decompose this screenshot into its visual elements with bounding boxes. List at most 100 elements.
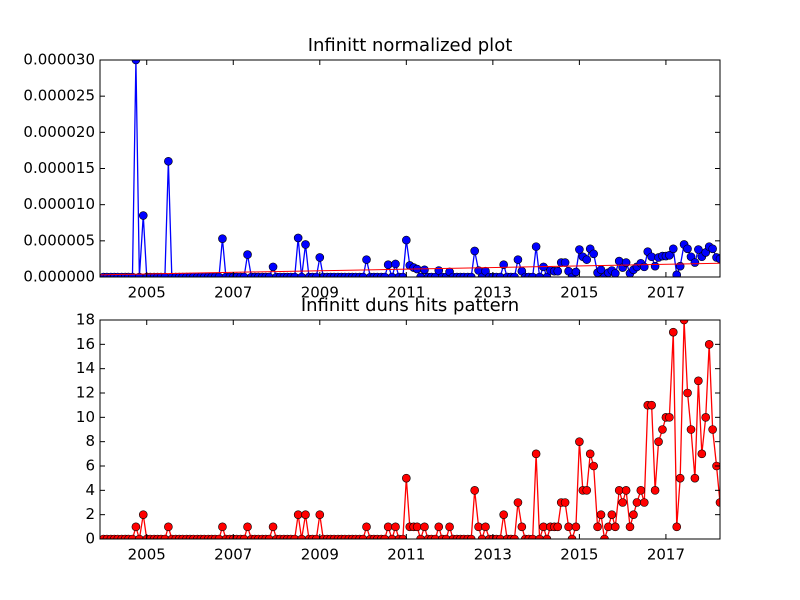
data-point	[636, 486, 646, 495]
data-point	[416, 272, 425, 277]
data-point	[665, 413, 674, 422]
data-point	[672, 270, 682, 277]
y-tick-label: 18	[76, 311, 95, 329]
data-point	[517, 522, 527, 532]
data-point	[380, 272, 389, 277]
data-point	[243, 522, 252, 532]
data-point	[553, 522, 563, 532]
data-point	[402, 473, 411, 483]
data-point	[639, 498, 649, 507]
data-point	[301, 240, 310, 249]
y-tick-label: 0	[85, 530, 95, 548]
y-tick-label: 16	[76, 335, 95, 353]
data-point	[264, 272, 274, 277]
data-point	[290, 272, 299, 277]
data-point	[293, 510, 303, 519]
data-point	[618, 498, 627, 507]
data-point	[647, 400, 656, 410]
axes-frame	[99, 319, 721, 540]
data-point	[553, 266, 563, 276]
data-point	[690, 473, 700, 483]
data-point	[513, 255, 523, 264]
data-point	[625, 522, 635, 532]
y-tick-label: 6	[85, 457, 95, 475]
data-point	[704, 340, 714, 349]
data-point	[239, 272, 249, 277]
data-point	[293, 233, 303, 243]
data-point	[495, 534, 505, 539]
data-point	[571, 522, 581, 532]
data-point	[585, 449, 595, 459]
data-point	[416, 534, 425, 539]
data-point	[675, 261, 685, 271]
data-point	[639, 262, 649, 272]
data-point	[632, 498, 642, 507]
y-tick-label: 0.000000	[23, 268, 95, 286]
data-point	[297, 272, 306, 277]
data-point	[528, 272, 537, 277]
data-point	[391, 259, 400, 269]
data-point	[441, 534, 451, 539]
data-point	[686, 425, 696, 434]
data-point	[571, 267, 581, 277]
data-point	[387, 534, 397, 539]
chart-title: Infinitt normalized plot	[308, 35, 513, 56]
data-point	[575, 245, 584, 254]
data-point	[668, 244, 678, 254]
data-point	[531, 242, 541, 251]
data-point	[398, 272, 408, 277]
x-tick-label: 2015	[560, 284, 598, 302]
x-tick-label: 2013	[474, 284, 512, 302]
data-point	[362, 522, 371, 532]
data-point	[445, 522, 454, 532]
data-point	[481, 522, 490, 532]
data-point	[420, 265, 429, 275]
y-tick-label: 0.000020	[23, 123, 95, 141]
data-point	[362, 255, 371, 264]
data-point	[596, 510, 606, 519]
data-point	[600, 534, 609, 539]
data-point	[560, 258, 570, 267]
data-point	[380, 534, 389, 539]
data-point	[128, 534, 137, 539]
data-point	[358, 272, 368, 277]
data-point	[675, 473, 685, 483]
x-tick-label: 2009	[301, 284, 339, 302]
x-tick-label: 2011	[387, 546, 425, 564]
data-point	[412, 522, 422, 532]
data-point	[610, 522, 620, 532]
data-point	[715, 254, 720, 264]
data-point	[513, 498, 523, 507]
y-tick-label: 0.000015	[23, 159, 95, 177]
data-point	[402, 235, 411, 245]
data-point	[470, 246, 479, 256]
data-point	[510, 272, 519, 277]
data-point	[668, 327, 678, 337]
data-point	[495, 272, 505, 277]
data-point	[672, 522, 682, 532]
data-point	[610, 269, 620, 277]
data-point	[268, 262, 278, 272]
x-tick-label: 2005	[128, 546, 166, 564]
plot-area	[100, 60, 720, 277]
y-tick-label: 0.000025	[23, 87, 95, 105]
data-point	[164, 156, 173, 166]
data-point	[567, 534, 577, 539]
x-tick-label: 2007	[214, 284, 252, 302]
data-point	[582, 255, 592, 264]
data-point	[589, 461, 598, 471]
data-point	[477, 534, 487, 539]
data-point	[470, 486, 479, 495]
data-point	[297, 534, 306, 539]
data-point	[383, 260, 393, 270]
data-point	[383, 522, 393, 532]
data-point	[560, 498, 570, 507]
data-point	[420, 522, 429, 532]
data-point	[531, 449, 541, 459]
data-point	[243, 250, 252, 259]
x-tick-label: 2011	[387, 284, 425, 302]
data-point	[542, 534, 552, 539]
data-point	[387, 272, 397, 277]
